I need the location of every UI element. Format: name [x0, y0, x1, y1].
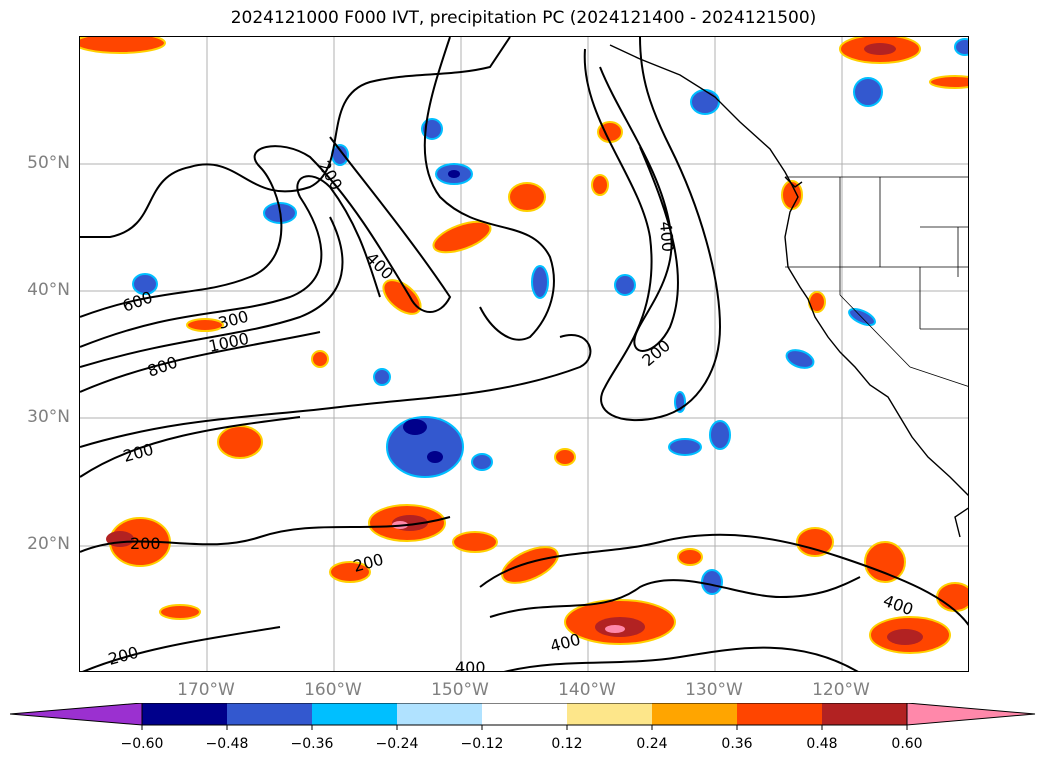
colorbar-bin [142, 703, 227, 725]
colorbar-tick-label: 0.60 [891, 736, 923, 752]
colorbar [10, 703, 1036, 730]
contour-label: 400 [656, 221, 678, 253]
contour-label: 200 [106, 643, 140, 669]
lat-label-20n: 20°N [27, 534, 70, 554]
lat-label-40n: 40°N [27, 280, 70, 300]
lon-label-150w: 150°W [431, 680, 489, 700]
political-borders [785, 176, 968, 387]
colorbar-extend-low [10, 703, 143, 726]
lat-label-50n: 50°N [27, 153, 70, 173]
lon-label-120w: 120°W [812, 680, 870, 700]
colorbar-bin [822, 703, 907, 725]
map-canvas: 200 400 600 300 1000 800 400 200 200 200… [80, 37, 968, 672]
colorbar-tick-label: −0.60 [120, 736, 164, 752]
colorbar-bin [737, 703, 822, 725]
lon-label-170w: 170°W [177, 680, 235, 700]
ivt-contours [80, 37, 968, 671]
lon-label-130w: 130°W [685, 680, 743, 700]
contour-label: 600 [120, 287, 155, 315]
contour-labels: 200 400 600 300 1000 800 400 200 200 200… [106, 158, 916, 672]
colorbar-bin [397, 703, 482, 725]
contour-label: 200 [121, 440, 155, 466]
colorbar-tick-label: −0.48 [205, 736, 249, 752]
colorbar-tick-label: −0.12 [460, 736, 504, 752]
colorbar-tick-label: 0.36 [721, 736, 753, 752]
colorbar-tick-label: 0.24 [636, 736, 668, 752]
contour-label: 1000 [207, 329, 251, 356]
contour-label: 800 [145, 352, 180, 380]
colorbar-extend-high [906, 703, 1036, 726]
colorbar-bin [482, 703, 567, 725]
lat-label-30n: 30°N [27, 407, 70, 427]
colorbar-tick-label: −0.36 [290, 736, 334, 752]
contour-label: 200 [638, 336, 674, 370]
contour-label: 400 [548, 630, 582, 656]
precip-positive-shading [80, 37, 968, 654]
contour-label: 400 [455, 658, 486, 672]
colorbar-tick-label: −0.24 [375, 736, 419, 752]
contour-label: 200 [351, 550, 385, 576]
colorbar-tick-label: 0.12 [551, 736, 583, 752]
colorbar-bin [227, 703, 312, 725]
colorbar-bin [567, 703, 652, 725]
precip-negative-shading [132, 38, 968, 595]
contour-label: 400 [881, 591, 916, 619]
contour-label: 400 [362, 248, 397, 283]
map-title: 2024121000 F000 IVT, precipitation PC (2… [230, 8, 817, 28]
colorbar-bin [652, 703, 737, 725]
lon-label-140w: 140°W [558, 680, 616, 700]
coastlines [609, 44, 968, 538]
lon-label-160w: 160°W [304, 680, 362, 700]
contour-label: 200 [130, 534, 161, 553]
colorbar-bin [312, 703, 397, 725]
map-panel: 200 400 600 300 1000 800 400 200 200 200… [79, 36, 969, 672]
colorbar-tick-label: 0.48 [806, 736, 838, 752]
